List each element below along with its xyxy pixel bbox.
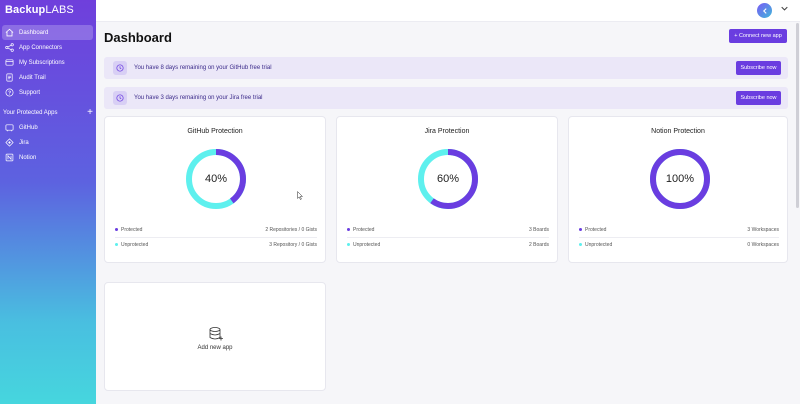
- scrollbar[interactable]: [796, 23, 799, 208]
- sidebar-item-app-connectors[interactable]: App Connectors: [2, 40, 93, 55]
- row-label: Protected: [353, 227, 375, 233]
- row-label: Unprotected: [121, 242, 149, 248]
- trial-banner-jira: You have 3 days remaining on your Jira f…: [104, 87, 788, 109]
- sidebar-item-label: Jira: [19, 139, 29, 146]
- unprotected-row: Unprotected 0 Workspaces: [579, 240, 779, 250]
- banner-message: You have 3 days remaining on your Jira f…: [134, 95, 263, 101]
- protected-dot: [115, 228, 118, 232]
- sidebar-nav: Dashboard App Connectors My Subscription…: [0, 25, 96, 100]
- row-value: 2 Repositories / 0 Gists: [265, 227, 317, 233]
- banner-message: You have 8 days remaining on your GitHub…: [134, 65, 272, 71]
- protected-row: Protected 3 Boards: [347, 225, 549, 235]
- protected-dot: [579, 228, 582, 232]
- avatar[interactable]: [757, 3, 772, 18]
- percent-label: 100%: [665, 173, 695, 185]
- row-label: Protected: [121, 227, 143, 233]
- percent-label: 40%: [204, 173, 228, 185]
- jira-icon: [5, 138, 14, 147]
- row-value: 3 Workspaces: [747, 227, 779, 233]
- sidebar: BackupLABS Dashboard App Connectors My S…: [0, 0, 96, 404]
- sidebar-item-my-subscriptions[interactable]: My Subscriptions: [2, 55, 93, 70]
- protected-row: Protected 3 Workspaces: [579, 225, 779, 235]
- brand-logo[interactable]: BackupLABS: [5, 4, 74, 16]
- sidebar-item-label: Notion: [19, 154, 37, 161]
- sidebar-item-support[interactable]: Support: [2, 85, 93, 100]
- clock-icon: [113, 61, 127, 75]
- add-app-icon[interactable]: +: [87, 107, 93, 118]
- mouse-cursor-icon: [297, 191, 303, 200]
- card-title: GitHub Protection: [187, 128, 243, 135]
- subscription-icon: [5, 58, 14, 67]
- row-value: 0 Workspaces: [747, 242, 779, 248]
- protected-arc: [650, 149, 710, 209]
- chevron-down-icon[interactable]: [781, 6, 788, 13]
- row-value: 3 Repository / 0 Gists: [269, 242, 317, 248]
- card-title: Notion Protection: [651, 128, 705, 135]
- github-icon: [5, 123, 14, 132]
- row-divider: [579, 237, 779, 238]
- notion-protection-card: Notion Protection 100% Protected 3 Works…: [568, 116, 788, 263]
- sidebar-item-label: My Subscriptions: [19, 59, 65, 66]
- page-title: Dashboard: [104, 30, 172, 45]
- row-value: 3 Boards: [528, 227, 549, 233]
- sidebar-item-label: Support: [19, 89, 41, 96]
- sidebar-item-notion[interactable]: Notion: [2, 150, 93, 165]
- clock-icon: [113, 91, 127, 105]
- donut-chart: [418, 149, 478, 209]
- row-divider: [115, 237, 317, 238]
- sidebar-item-jira[interactable]: Jira: [2, 135, 93, 150]
- donut-chart: [650, 149, 710, 209]
- protected-dot: [347, 228, 350, 232]
- protection-donut: 60%: [417, 148, 479, 210]
- sidebar-item-github[interactable]: GitHub: [2, 120, 93, 135]
- unprotected-dot: [115, 243, 118, 247]
- protected-arc: [418, 149, 478, 209]
- subscribe-now-button[interactable]: Subscribe now: [736, 61, 781, 75]
- sidebar-item-label: Dashboard: [19, 29, 49, 36]
- unprotected-row: Unprotected 3 Repository / 0 Gists: [115, 240, 317, 250]
- row-label: Unprotected: [353, 242, 381, 248]
- protected-apps-header: Your Protected Apps +: [3, 107, 93, 118]
- jira-protection-card: Jira Protection 60% Protected 3 Boards U…: [336, 116, 558, 263]
- sidebar-item-dashboard[interactable]: Dashboard: [2, 25, 93, 40]
- database-add-icon: [209, 327, 223, 341]
- donut-chart: [186, 149, 246, 209]
- unprotected-dot: [579, 243, 582, 247]
- share-icon: [5, 43, 14, 52]
- connect-new-app-button[interactable]: + Connect new app: [729, 29, 787, 43]
- top-bar: [96, 0, 800, 22]
- card-title: Jira Protection: [424, 128, 470, 135]
- github-protection-card: GitHub Protection 40% Protected 2 Reposi…: [104, 116, 326, 263]
- sidebar-item-label: GitHub: [19, 124, 38, 131]
- home-icon: [5, 28, 14, 37]
- protection-donut: 100%: [649, 148, 711, 210]
- unprotected-dot: [347, 243, 350, 247]
- chevron-left-icon: [762, 7, 767, 14]
- protection-donut: 40%: [185, 148, 247, 210]
- protected-apps-list: GitHub Jira Notion: [0, 120, 96, 165]
- protected-arc: [186, 149, 246, 209]
- sidebar-item-label: Audit Trail: [19, 74, 46, 81]
- audit-icon: [5, 73, 14, 82]
- percent-label: 60%: [436, 173, 460, 185]
- support-icon: [5, 88, 14, 97]
- notion-icon: [5, 153, 14, 162]
- protected-row: Protected 2 Repositories / 0 Gists: [115, 225, 317, 235]
- row-value: 2 Boards: [528, 242, 549, 248]
- trial-banner-github: You have 8 days remaining on your GitHub…: [104, 57, 788, 79]
- subscribe-now-button[interactable]: Subscribe now: [736, 91, 781, 105]
- unprotected-row: Unprotected 2 Boards: [347, 240, 549, 250]
- add-new-app-label: Add new app: [197, 345, 233, 351]
- sidebar-item-audit-trail[interactable]: Audit Trail: [2, 70, 93, 85]
- row-divider: [347, 237, 549, 238]
- row-label: Protected: [585, 227, 607, 233]
- section-title: Your Protected Apps: [3, 110, 58, 116]
- row-label: Unprotected: [585, 242, 613, 248]
- sidebar-item-label: App Connectors: [19, 44, 63, 51]
- add-new-app-card[interactable]: Add new app: [104, 282, 326, 391]
